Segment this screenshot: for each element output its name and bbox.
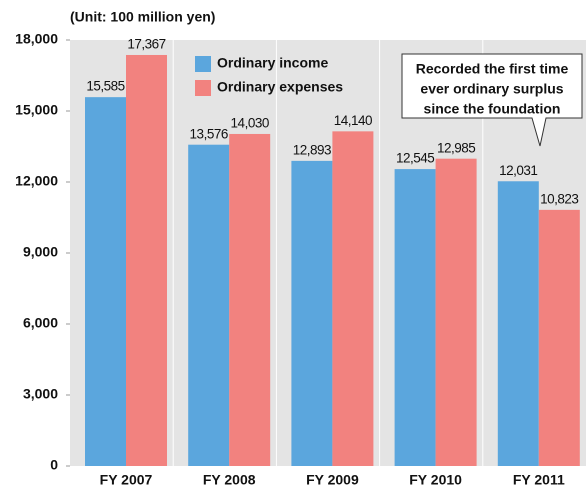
bar bbox=[291, 160, 333, 466]
x-tick-label: FY 2011 bbox=[513, 472, 565, 488]
value-label: 12,893 bbox=[293, 142, 331, 157]
legend-swatch bbox=[195, 56, 211, 72]
bar bbox=[435, 158, 477, 466]
y-tick-label: 3,000 bbox=[23, 386, 58, 402]
unit-label: (Unit: 100 million yen) bbox=[70, 9, 215, 25]
annotation-text: ever ordinary surplus bbox=[420, 81, 563, 97]
bar bbox=[394, 169, 436, 466]
legend-swatch bbox=[195, 80, 211, 96]
value-label: 12,985 bbox=[437, 140, 475, 155]
y-tick-label: 12,000 bbox=[15, 173, 58, 189]
bar bbox=[85, 97, 126, 466]
x-tick-label: FY 2007 bbox=[100, 472, 153, 488]
y-tick-label: 15,000 bbox=[15, 102, 58, 118]
y-tick-label: 6,000 bbox=[23, 315, 58, 331]
annotation-box bbox=[401, 53, 583, 147]
annotation-text: Recorded the first time bbox=[416, 61, 569, 77]
bar bbox=[538, 209, 580, 467]
bar bbox=[188, 144, 230, 466]
bar bbox=[497, 181, 539, 466]
value-label: 14,030 bbox=[231, 116, 269, 131]
value-label: 12,545 bbox=[396, 151, 434, 166]
x-tick-label: FY 2009 bbox=[306, 472, 359, 488]
value-label: 15,585 bbox=[86, 79, 124, 94]
annotation-text: since the foundation bbox=[424, 101, 561, 117]
value-label: 10,823 bbox=[540, 191, 578, 206]
y-tick-label: 9,000 bbox=[23, 244, 58, 260]
value-label: 14,140 bbox=[334, 113, 372, 128]
value-label: 12,031 bbox=[499, 163, 537, 178]
x-tick-label: FY 2008 bbox=[203, 472, 256, 488]
y-tick-label: 0 bbox=[50, 457, 58, 473]
bar bbox=[332, 131, 374, 466]
y-tick-label: 18,000 bbox=[15, 31, 58, 47]
bar bbox=[126, 54, 167, 467]
legend-label: Ordinary income bbox=[217, 55, 328, 71]
x-tick-label: FY 2010 bbox=[409, 472, 462, 488]
legend-label: Ordinary expenses bbox=[217, 79, 343, 95]
bar bbox=[229, 133, 271, 466]
value-label: 13,576 bbox=[190, 126, 228, 141]
value-label: 17,367 bbox=[127, 37, 165, 52]
